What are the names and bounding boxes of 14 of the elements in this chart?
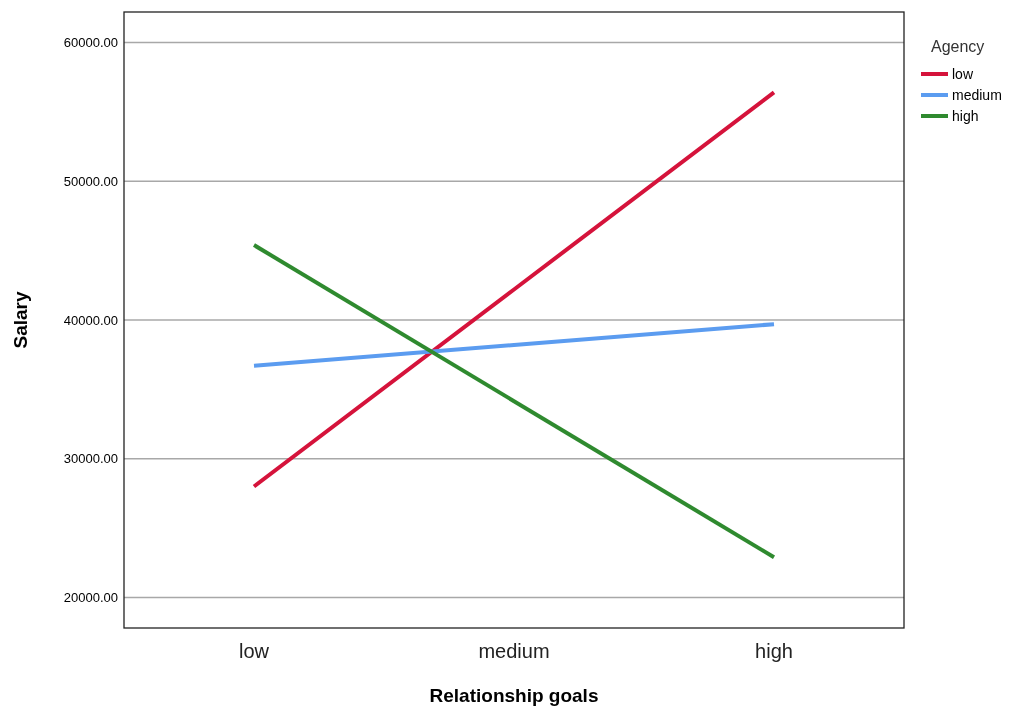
y-tick-label: 30000.00 xyxy=(63,451,118,467)
legend-label: medium xyxy=(952,86,1002,103)
y-tick-label: 20000.00 xyxy=(63,590,118,606)
legend-title: Agency xyxy=(931,38,985,55)
x-axis-title: Relationship goals xyxy=(429,685,599,706)
x-tick-label: low xyxy=(238,640,270,662)
y-axis-title: Salary xyxy=(10,291,31,349)
legend-label: low xyxy=(952,65,974,82)
y-tick-label: 50000.00 xyxy=(63,173,118,189)
y-tick-label: 60000.00 xyxy=(63,35,118,51)
legend-label: high xyxy=(952,107,979,124)
y-tick-label: 40000.00 xyxy=(63,312,118,328)
x-tick-label: medium xyxy=(478,640,550,662)
x-tick-label: high xyxy=(755,640,793,662)
